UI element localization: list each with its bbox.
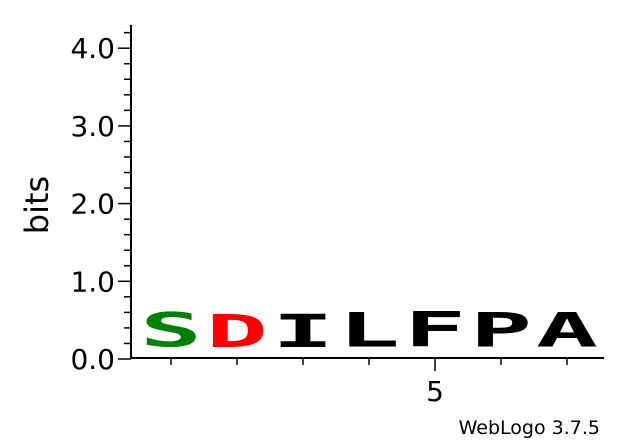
y-axis: 0.0 1.0 2.0 3.0 4.0 xyxy=(70,25,132,376)
logo-letter-p: P xyxy=(470,303,532,358)
y-axis-label: bits xyxy=(18,176,56,234)
logo-letter-d: D xyxy=(206,304,268,357)
y-tick-label: 0.0 xyxy=(70,343,115,376)
y-tick-label: 4.0 xyxy=(70,32,115,65)
weblogo-credit: WebLogo 3.7.5 xyxy=(459,417,600,439)
y-tick-label: 1.0 xyxy=(70,265,115,298)
x-tick-label: 5 xyxy=(426,375,444,408)
logo-letter-l: L xyxy=(338,303,400,358)
logo-letter-f: F xyxy=(404,301,466,358)
x-axis: 5 xyxy=(131,357,604,408)
logo-letter-a: A xyxy=(536,303,598,358)
logo-letter-i: I xyxy=(272,304,334,357)
y-tick-label: 3.0 xyxy=(70,110,115,143)
y-tick-label: 2.0 xyxy=(70,188,115,221)
logo-letter-s: S xyxy=(140,303,202,358)
